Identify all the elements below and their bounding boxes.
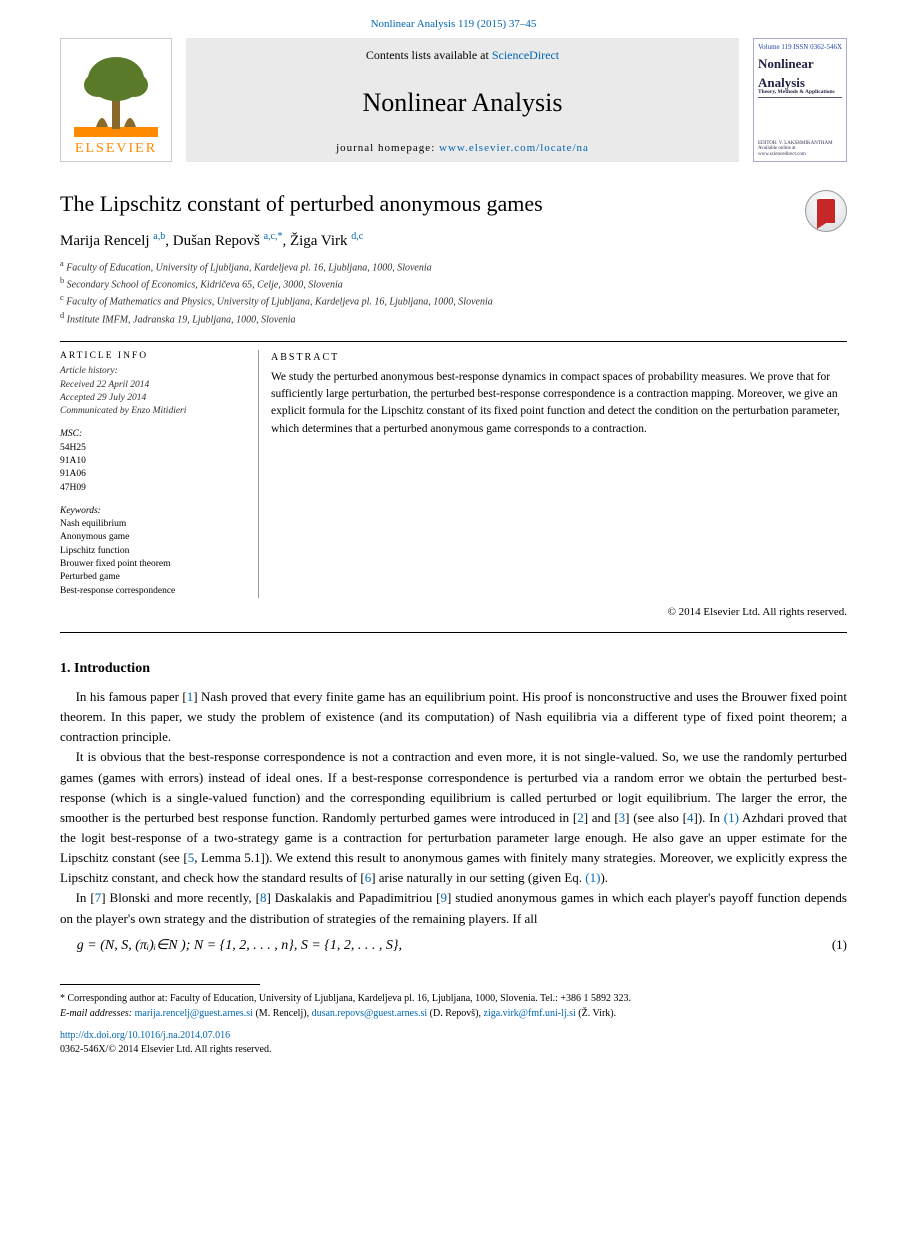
equation-body: g = (N, S, (πᵢ)ᵢ∈N ); N = {1, 2, . . . ,… — [60, 937, 832, 954]
abstract-text: We study the perturbed anonymous best-re… — [271, 369, 847, 438]
abstract-column: ABSTRACT We study the perturbed anonymou… — [258, 350, 847, 598]
msc-heading: MSC: — [60, 428, 242, 441]
emails-label: E-mail addresses: — [60, 1008, 135, 1019]
sciencedirect-link[interactable]: ScienceDirect — [492, 48, 559, 62]
citation-line: Nonlinear Analysis 119 (2015) 37–45 — [0, 0, 907, 38]
equation-number: (1) — [832, 937, 847, 953]
cover-title2: Analysis — [758, 76, 842, 89]
eq-ref-link[interactable]: (1) — [585, 870, 600, 885]
introduction-section: 1. Introduction In his famous paper [1] … — [60, 661, 847, 954]
email-link[interactable]: marija.rencelj@guest.arnes.si — [135, 1008, 253, 1019]
paragraph: It is obvious that the best-response cor… — [60, 747, 847, 888]
homepage-link[interactable]: www.elsevier.com/locate/na — [439, 142, 589, 154]
article-info-column: ARTICLE INFO Article history:Received 22… — [60, 350, 258, 598]
crossmark-badge[interactable] — [805, 190, 847, 232]
doi-block: http://dx.doi.org/10.1016/j.na.2014.07.0… — [60, 1029, 847, 1057]
eq-ref-link[interactable]: (1) — [724, 810, 739, 825]
abstract-heading: ABSTRACT — [271, 350, 847, 365]
corresponding-author: * Corresponding author at: Faculty of Ed… — [60, 991, 847, 1006]
cover-issn: ISSN 0362-546X — [793, 43, 842, 51]
homepage-prefix: journal homepage: — [336, 142, 439, 154]
journal-name: Nonlinear Analysis — [362, 88, 562, 118]
doi-link[interactable]: http://dx.doi.org/10.1016/j.na.2014.07.0… — [60, 1030, 230, 1041]
section-heading: 1. Introduction — [60, 661, 847, 677]
paragraph: In his famous paper [1] Nash proved that… — [60, 687, 847, 747]
cover-title1: Nonlinear — [758, 57, 842, 70]
equation: g = (N, S, (πᵢ)ᵢ∈N ); N = {1, 2, . . . ,… — [60, 937, 847, 954]
header-center: Contents lists available at ScienceDirec… — [186, 38, 739, 162]
email-link[interactable]: dusan.repovs@guest.arnes.si — [312, 1008, 428, 1019]
issn-copyright: 0362-546X/© 2014 Elsevier Ltd. All right… — [60, 1044, 271, 1055]
cover-vol: Volume 119 — [758, 43, 792, 51]
footnotes: * Corresponding author at: Faculty of Ed… — [60, 991, 847, 1021]
bookmark-icon — [817, 199, 835, 223]
copyright-line: © 2014 Elsevier Ltd. All rights reserved… — [60, 606, 847, 618]
cover-subtitle: Theory, Methods & Applications — [758, 89, 842, 98]
article-info-heading: ARTICLE INFO — [60, 350, 242, 363]
elsevier-label: ELSEVIER — [75, 141, 157, 161]
paragraph: In [7] Blonski and more recently, [8] Da… — [60, 888, 847, 928]
elsevier-tree-icon — [66, 51, 166, 141]
journal-cover-thumbnail[interactable]: Volume 119 ISSN 0362-546X Nonlinear Anal… — [753, 38, 847, 162]
publisher-header: ELSEVIER Contents lists available at Sci… — [60, 38, 847, 162]
citation-link[interactable]: Nonlinear Analysis 119 (2015) 37–45 — [371, 18, 537, 30]
divider — [60, 632, 847, 633]
affiliations: a Faculty of Education, University of Lj… — [60, 258, 847, 327]
cover-avail: Available online at www.sciencedirect.co… — [758, 146, 842, 157]
footnote-rule — [60, 984, 260, 985]
contents-prefix: Contents lists available at — [366, 48, 492, 62]
authors: Marija Rencelj a,b, Dušan Repovš a,c,*, … — [60, 231, 847, 250]
email-link[interactable]: ziga.virk@fmf.uni-lj.si — [484, 1008, 576, 1019]
paper-title: The Lipschitz constant of perturbed anon… — [60, 190, 847, 219]
elsevier-logo[interactable]: ELSEVIER — [60, 38, 172, 162]
keywords-heading: Keywords: — [60, 505, 242, 518]
